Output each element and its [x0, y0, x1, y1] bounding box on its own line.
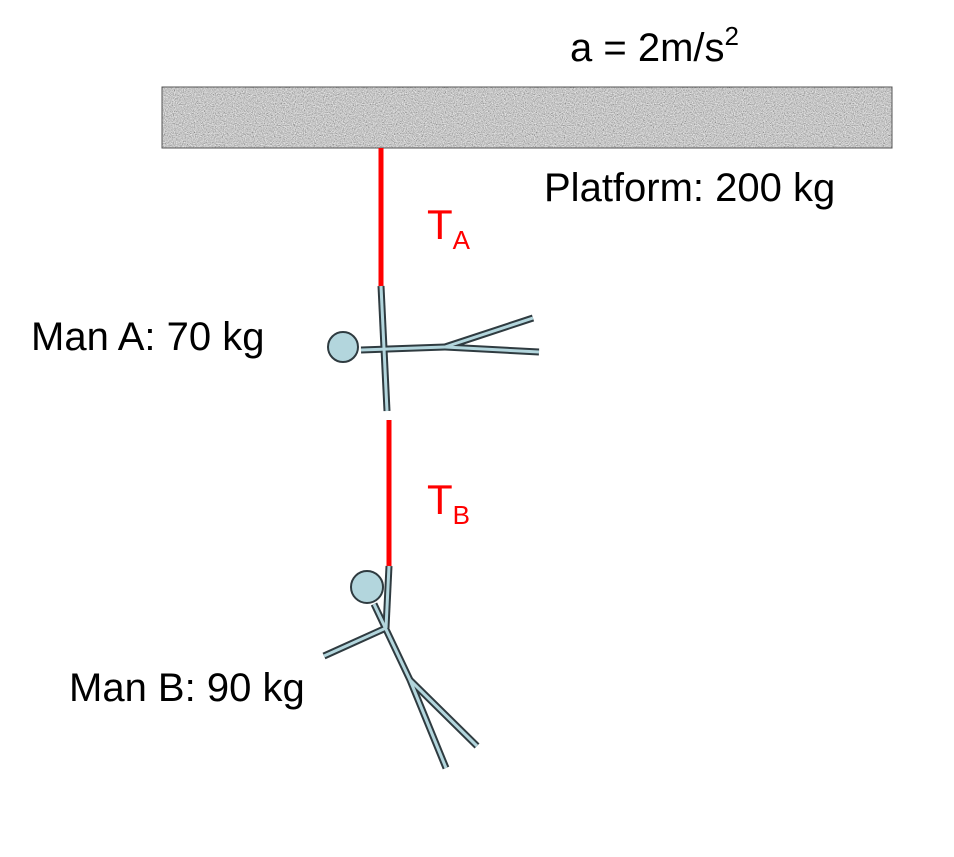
man-b-head	[350, 570, 384, 604]
acceleration-text: a = 2m/s	[570, 26, 725, 70]
tension-a-symbol: T	[427, 201, 453, 248]
tension-b-label: TB	[427, 476, 470, 529]
platform-label: Platform: 200 kg	[544, 166, 836, 210]
man-b-label: Man B: 90 kg	[69, 666, 305, 710]
man-a-head	[327, 331, 359, 363]
man-a-label: Man A: 70 kg	[31, 315, 265, 359]
acceleration-label: a = 2m/s2	[570, 23, 739, 70]
acceleration-exponent: 2	[724, 21, 739, 51]
man-a-figure-fill	[360, 285, 540, 412]
platform-outline	[161, 86, 893, 149]
man-b-figure-fill	[323, 565, 479, 769]
tension-a-subscript: A	[452, 225, 470, 255]
tension-b-subscript: B	[452, 500, 470, 530]
tension-b-symbol: T	[427, 476, 453, 523]
platform-texture	[162, 87, 892, 148]
man-b-figure	[322, 565, 480, 770]
tension-a-label: TA	[427, 201, 470, 254]
platform	[161, 86, 893, 149]
